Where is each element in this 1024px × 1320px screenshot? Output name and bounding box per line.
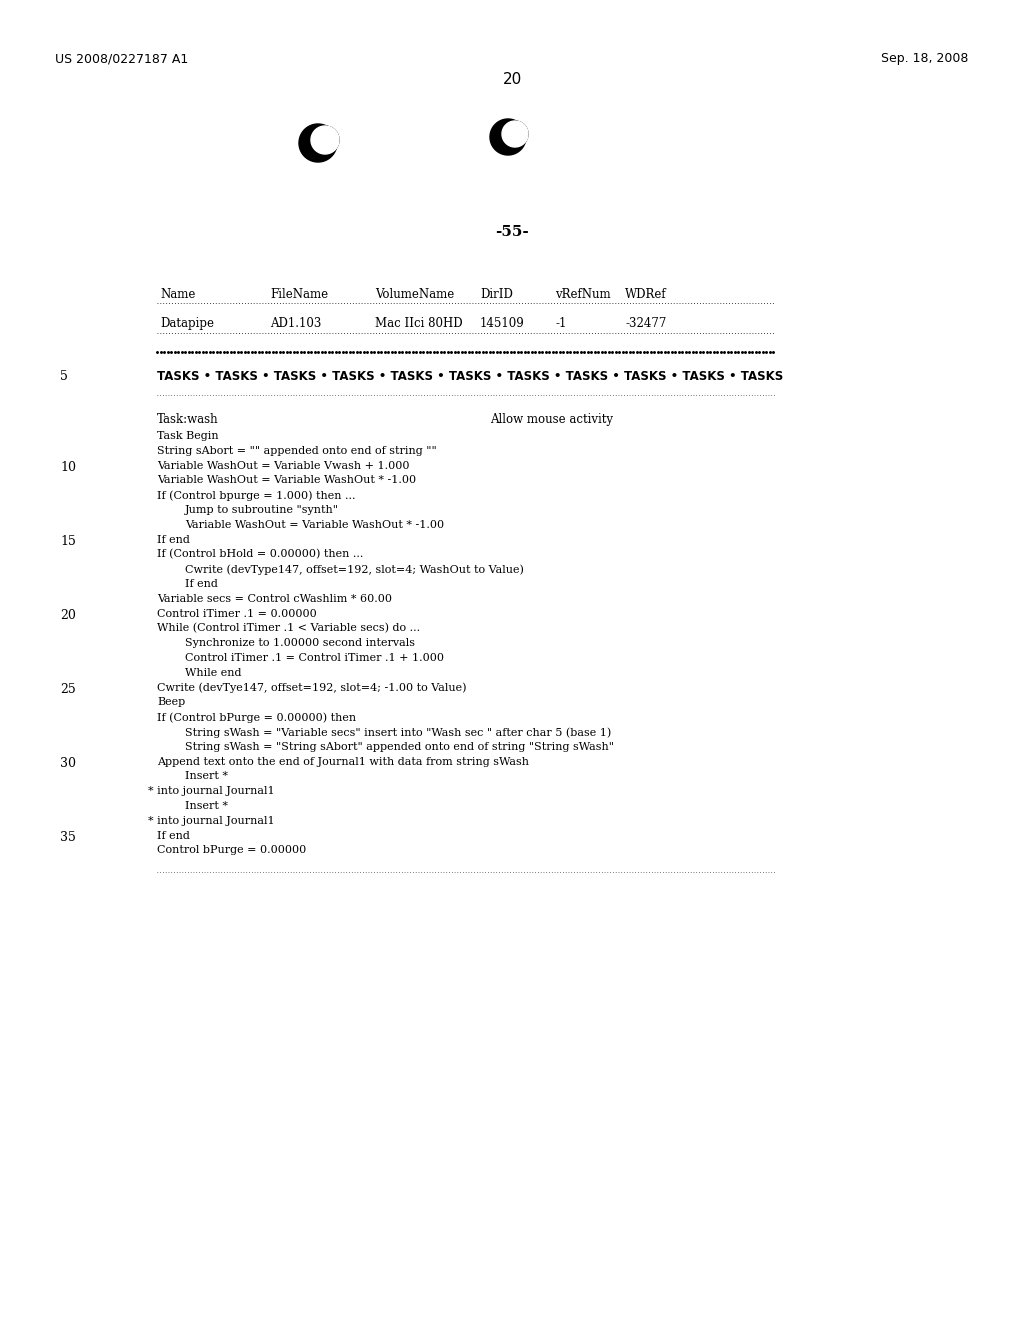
Text: Cwrite (devType147, offset=192, slot=4; WashOut to Value): Cwrite (devType147, offset=192, slot=4; … [185,564,524,574]
Text: vRefNum: vRefNum [555,288,610,301]
Text: -1: -1 [555,317,566,330]
Text: 145109: 145109 [480,317,524,330]
Text: 10: 10 [60,461,76,474]
Text: While end: While end [185,668,242,677]
Text: Variable secs = Control cWashlim * 60.00: Variable secs = Control cWashlim * 60.00 [157,594,392,603]
Text: While (Control iTimer .1 < Variable secs) do ...: While (Control iTimer .1 < Variable secs… [157,623,420,634]
Text: 25: 25 [60,682,76,696]
Text: Cwrite (devTye147, offset=192, slot=4; -1.00 to Value): Cwrite (devTye147, offset=192, slot=4; -… [157,682,467,693]
Text: Task Begin: Task Begin [157,432,219,441]
Text: If end: If end [157,830,189,841]
Text: Mac IIci 80HD: Mac IIci 80HD [375,317,463,330]
Text: If end: If end [185,579,218,589]
Polygon shape [299,124,339,162]
Text: Variable WashOut = Variable WashOut * -1.00: Variable WashOut = Variable WashOut * -1… [185,520,444,529]
Text: FileName: FileName [270,288,328,301]
Text: Variable WashOut = Variable WashOut * -1.00: Variable WashOut = Variable WashOut * -1… [157,475,416,486]
Text: Beep: Beep [157,697,185,708]
Text: Variable WashOut = Variable Vwash + 1.000: Variable WashOut = Variable Vwash + 1.00… [157,461,410,471]
Text: 15: 15 [60,535,76,548]
Text: String sWash = "Variable secs" insert into "Wash sec " after char 5 (base 1): String sWash = "Variable secs" insert in… [185,727,611,738]
Polygon shape [311,125,339,154]
Text: Insert *: Insert * [185,801,228,810]
Text: -55-: -55- [496,224,528,239]
Text: 20: 20 [60,609,76,622]
Text: 5: 5 [60,370,68,383]
Text: AD1.103: AD1.103 [270,317,322,330]
Text: Synchronize to 1.00000 second intervals: Synchronize to 1.00000 second intervals [185,638,415,648]
Text: Allow mouse activity: Allow mouse activity [490,413,613,426]
Polygon shape [490,119,528,154]
Text: US 2008/0227187 A1: US 2008/0227187 A1 [55,51,188,65]
Text: String sWash = "String sAbort" appended onto end of string "String sWash": String sWash = "String sAbort" appended … [185,742,614,752]
Text: Control iTimer .1 = Control iTimer .1 + 1.000: Control iTimer .1 = Control iTimer .1 + … [185,653,444,663]
Text: 35: 35 [60,830,76,843]
Text: Control iTimer .1 = 0.00000: Control iTimer .1 = 0.00000 [157,609,316,619]
Text: TASKS • TASKS • TASKS • TASKS • TASKS • TASKS • TASKS • TASKS • TASKS • TASKS • : TASKS • TASKS • TASKS • TASKS • TASKS • … [157,370,783,383]
Text: VolumeName: VolumeName [375,288,455,301]
Text: String sAbort = "" appended onto end of string "": String sAbort = "" appended onto end of … [157,446,437,455]
Text: If (Control bpurge = 1.000) then ...: If (Control bpurge = 1.000) then ... [157,490,355,500]
Text: Datapipe: Datapipe [160,317,214,330]
Text: If end: If end [157,535,189,545]
Text: WDRef: WDRef [625,288,667,301]
Text: 20: 20 [503,73,521,87]
Polygon shape [502,121,528,147]
Text: Sep. 18, 2008: Sep. 18, 2008 [881,51,968,65]
Text: Task:wash: Task:wash [157,413,219,426]
Text: 30: 30 [60,756,76,770]
Text: * into journal Journal1: * into journal Journal1 [148,816,274,826]
Text: Append text onto the end of Journal1 with data from string sWash: Append text onto the end of Journal1 wit… [157,756,529,767]
Text: If (Control bHold = 0.00000) then ...: If (Control bHold = 0.00000) then ... [157,549,364,560]
Text: Name: Name [160,288,196,301]
Text: Insert *: Insert * [185,771,228,781]
Text: If (Control bPurge = 0.00000) then: If (Control bPurge = 0.00000) then [157,713,356,723]
Text: -32477: -32477 [625,317,667,330]
Text: Jump to subroutine "synth": Jump to subroutine "synth" [185,506,339,515]
Text: * into journal Journal1: * into journal Journal1 [148,787,274,796]
Text: DirID: DirID [480,288,513,301]
Text: Control bPurge = 0.00000: Control bPurge = 0.00000 [157,845,306,855]
